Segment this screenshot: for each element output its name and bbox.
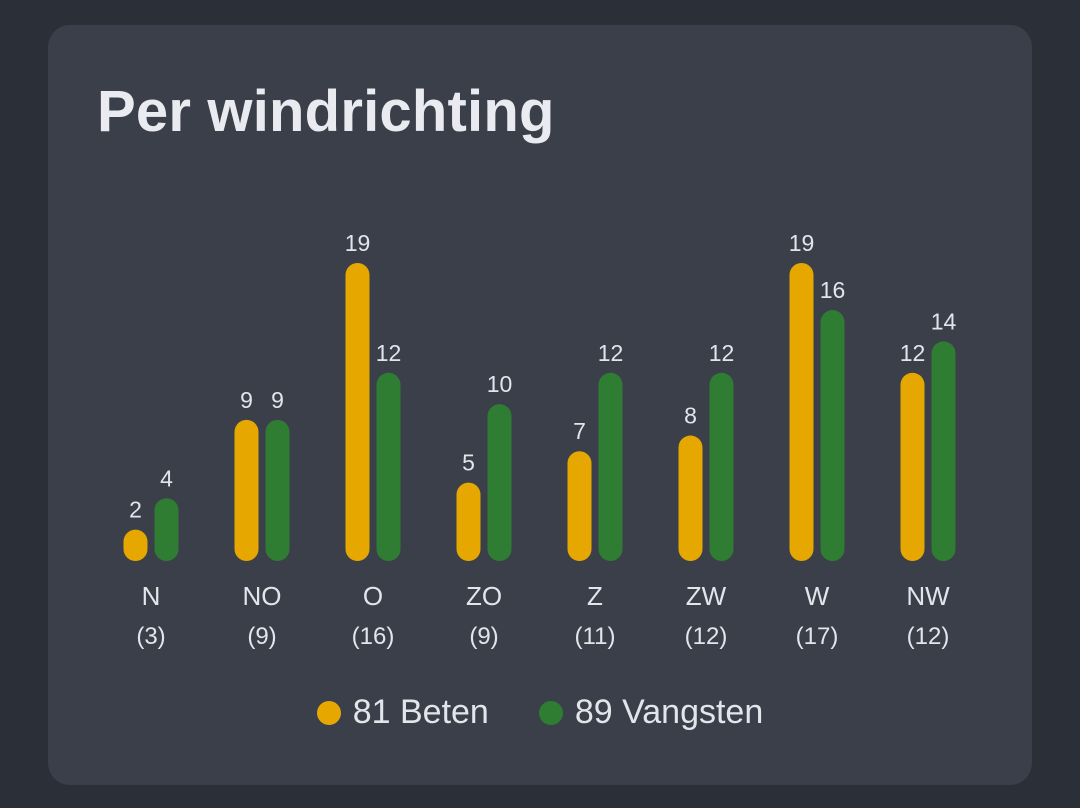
category-label-zw: ZW [686,581,727,611]
legend-label-vangsten: 89 Vangsten [574,693,764,731]
value-label-beten-nw: 12 [900,340,926,366]
bar-vangsten-n [154,498,179,561]
value-label-vangsten-zw: 12 [709,340,735,366]
category-label-o: O [363,581,383,611]
value-label-beten-zo: 5 [462,450,475,476]
bar-beten-nw [900,372,925,561]
category-count-no: (9) [247,623,276,650]
legend-dot-vangsten [538,700,563,725]
category-count-nw: (12) [907,623,950,650]
bar-vangsten-o [376,372,401,561]
bar-beten-n [123,529,148,561]
category-count-zo: (9) [469,623,498,650]
value-label-vangsten-no: 9 [271,387,284,413]
bar-beten-zo [456,482,481,561]
legend-item-vangsten: 89 Vangsten [538,693,764,732]
chart-legend: 81 Beten 89 Vangsten [48,693,1032,732]
value-label-beten-o: 19 [345,230,371,256]
bar-beten-o [345,263,370,561]
bar-vangsten-zw [709,372,734,561]
value-label-beten-n: 2 [129,497,142,523]
category-label-z: Z [587,581,603,611]
value-label-vangsten-w: 16 [820,277,846,303]
category-label-zo: ZO [466,581,502,611]
value-label-beten-no: 9 [240,387,253,413]
value-label-beten-w: 19 [789,230,815,256]
bar-chart: 24 N (3) 9 9 NO (9) 19 12 O (16) 5 10 ZO (9) 7 12 Z (11) 8 1… [123,230,957,650]
category-count-w: (17) [796,623,839,650]
bar-beten-no [234,419,259,561]
category-count-zw: (12) [685,623,728,650]
bar-vangsten-no [265,419,290,561]
bar-beten-zw [678,435,703,561]
category-label-no: NO [243,581,282,611]
legend-label-beten: 81 Beten [352,693,489,731]
value-label-vangsten-nw: 14 [931,308,957,334]
bar-vangsten-z [598,372,623,561]
value-label-vangsten-o: 12 [376,340,402,366]
value-label-vangsten-zo: 10 [487,371,513,397]
value-label-beten-zw: 8 [684,403,697,429]
bar-vangsten-zo [487,404,512,561]
card-title: Per windrichting [97,79,555,144]
category-label-w: W [805,581,830,611]
value-label-vangsten-n: 4 [160,465,173,491]
value-label-beten-z: 7 [573,418,586,444]
chart-card: Per windrichting 2 4 N (3) 9 9 NO (9) 19 12 O (16) 5… [48,25,1032,785]
legend-dot-beten [316,700,341,725]
bar-vangsten-nw [931,341,956,561]
legend-item-beten: 81 Beten [316,693,489,732]
category-label-nw: NW [906,581,950,611]
bar-beten-z [567,451,592,561]
category-count-o: (16) [352,623,395,650]
value-label-vangsten-z: 12 [598,340,624,366]
bar-beten-w [789,263,814,561]
category-label-n: N [142,581,161,611]
category-count-z: (11) [575,623,616,650]
category-count-n: (3) [136,623,165,650]
bar-vangsten-w [820,310,845,561]
